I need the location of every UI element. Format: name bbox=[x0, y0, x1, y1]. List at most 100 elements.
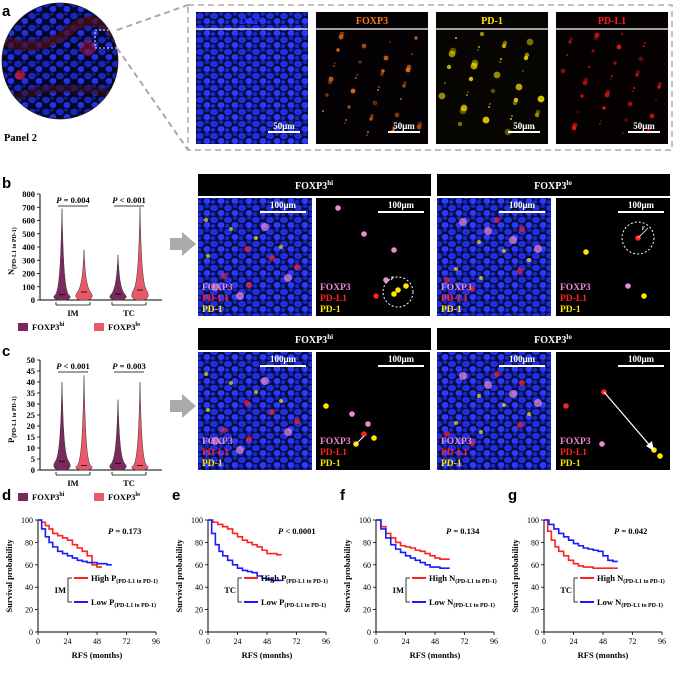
cell-dot bbox=[323, 403, 329, 409]
scale-text: 100μm bbox=[270, 354, 297, 364]
signal-spot bbox=[622, 132, 624, 134]
signal-spot bbox=[367, 131, 369, 133]
signal-spot bbox=[537, 95, 545, 103]
signal-spot bbox=[470, 62, 478, 70]
signal-spot bbox=[560, 68, 566, 74]
legend-label: High N(PD-L1 to PD-1) bbox=[429, 573, 497, 585]
y-tick-label: 100 bbox=[527, 516, 539, 525]
channel-image bbox=[196, 12, 308, 144]
signal-spot bbox=[655, 99, 657, 101]
signal-spot bbox=[582, 80, 588, 86]
cell-signal bbox=[284, 428, 292, 436]
overview-tissue-image bbox=[2, 3, 118, 119]
y-tick-label: 40 bbox=[25, 583, 33, 592]
signal-spot bbox=[643, 45, 645, 47]
violin-FOXP3lo-TC bbox=[131, 381, 149, 471]
signal-spot bbox=[638, 56, 644, 62]
cell-dot bbox=[391, 291, 397, 297]
signal-spot bbox=[534, 112, 540, 118]
panel-letter: g bbox=[508, 487, 517, 504]
signal-spot bbox=[328, 76, 334, 82]
marker-label: PD-1 bbox=[560, 459, 581, 469]
marker-label: PD-1 bbox=[320, 459, 341, 469]
y-tick-label: 45 bbox=[27, 366, 36, 376]
zoom-frame bbox=[187, 4, 673, 151]
marker-label: FOXP3 bbox=[560, 283, 591, 293]
cell-signal bbox=[246, 436, 252, 442]
signal-spot bbox=[370, 114, 374, 118]
cell-dot bbox=[625, 283, 631, 289]
signal-spot bbox=[658, 82, 662, 86]
signal-spot bbox=[394, 112, 400, 118]
y-tick-label: 100 bbox=[21, 516, 33, 525]
violin-plot-b: 0 100 200 300 400 500 600 700 800 N(PD-L1 to PD-1… bbox=[6, 189, 162, 332]
cell-signal bbox=[261, 377, 269, 385]
panel-letter-c: c bbox=[2, 343, 10, 360]
marker-label: FOXP3 bbox=[441, 437, 472, 447]
signal-spot bbox=[611, 75, 613, 77]
channel-panel-foxp3: FOXP3 50μm bbox=[316, 12, 428, 144]
x-tick-label: 0 bbox=[374, 637, 378, 646]
cell-signal bbox=[279, 245, 283, 249]
marker-label: FOXP3 bbox=[320, 283, 351, 293]
signal-spot bbox=[624, 118, 628, 122]
scale-text: 100μm bbox=[388, 200, 415, 210]
p-value: P = 0.173 bbox=[108, 526, 141, 536]
signal-spot bbox=[380, 72, 384, 76]
panel-letter: e bbox=[172, 487, 180, 504]
marker-label: PD-L1 bbox=[560, 294, 587, 304]
channel-panel-pd-1: PD-1 50μm bbox=[436, 12, 548, 144]
signal-spot bbox=[327, 79, 333, 85]
cell-dot bbox=[583, 249, 589, 255]
signal-spot bbox=[515, 83, 523, 91]
y-tick-label: 80 bbox=[531, 538, 539, 547]
x-tick-label: 24 bbox=[570, 637, 578, 646]
x-axis-label: RFS (months) bbox=[578, 650, 629, 660]
overview-scale-text: 200μm bbox=[82, 121, 109, 131]
cell-signal bbox=[444, 277, 450, 283]
y-tick-label: 700 bbox=[22, 202, 35, 212]
scale-text: 50μm bbox=[513, 121, 535, 131]
distance-arrow bbox=[603, 391, 653, 449]
signal-spot bbox=[613, 61, 617, 65]
signal-spot bbox=[468, 76, 474, 82]
signal-spot bbox=[593, 35, 599, 41]
signal-spot bbox=[350, 88, 356, 94]
cell-dot bbox=[361, 231, 367, 237]
signal-spot bbox=[355, 77, 357, 79]
violin-FOXP3hi-IM bbox=[53, 208, 71, 301]
marker-label: PD-L1 bbox=[202, 294, 229, 304]
cell-signal bbox=[534, 399, 542, 407]
y-axis-label: P(PD-L1 to PD-1) bbox=[6, 396, 18, 443]
x-tick-label: 24 bbox=[402, 637, 410, 646]
cell-signal bbox=[519, 380, 525, 386]
signal-spot bbox=[501, 43, 507, 49]
y-tick-label: 100 bbox=[191, 516, 203, 525]
cell-dot bbox=[373, 293, 379, 299]
marker-label: PD-L1 bbox=[320, 294, 347, 304]
y-tick-label: 100 bbox=[359, 516, 371, 525]
x-tick-label: 48 bbox=[263, 637, 271, 646]
signal-spot bbox=[356, 74, 358, 76]
signal-spot bbox=[602, 106, 606, 110]
signal-spot bbox=[610, 78, 612, 80]
y-tick-label: 0 bbox=[535, 628, 539, 637]
y-tick-label: 60 bbox=[531, 561, 539, 570]
signal-spot bbox=[372, 100, 378, 106]
x-tick-label: 72 bbox=[461, 637, 469, 646]
cell-signal bbox=[236, 292, 244, 300]
legend-label: FOXP3hi bbox=[32, 492, 65, 502]
cell-signal bbox=[229, 227, 233, 231]
signal-spot bbox=[616, 44, 622, 50]
header-label-hi: FOXP3hi bbox=[295, 333, 333, 346]
panel-b: b 0 100 200 300 400 500 600 700 800 N(PD-L1 to PD… bbox=[2, 174, 670, 332]
cell-signal bbox=[534, 245, 542, 253]
x-tick-label: 0 bbox=[36, 637, 40, 646]
x-tick-label: 0 bbox=[206, 637, 210, 646]
group-label: TC bbox=[224, 585, 236, 595]
marker-label: PD-1 bbox=[202, 459, 223, 469]
x-tick-label: 96 bbox=[152, 637, 160, 646]
